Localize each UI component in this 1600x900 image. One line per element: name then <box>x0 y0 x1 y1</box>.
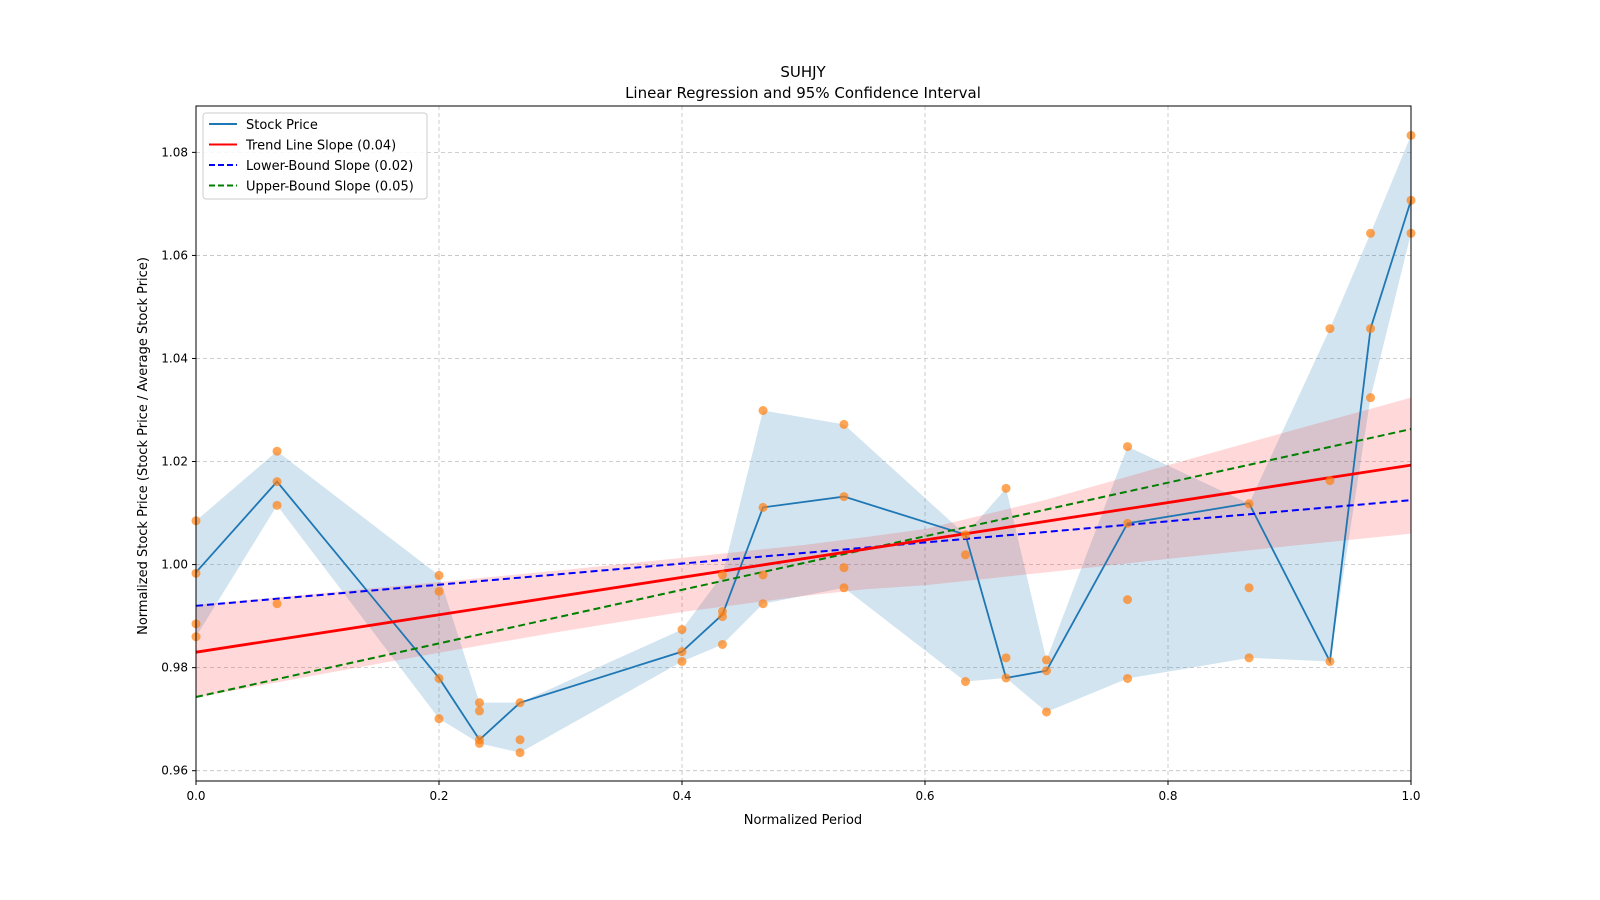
scatter-point <box>1123 518 1133 528</box>
chart-title: SUHJY <box>780 63 826 81</box>
y-tick-label: 1.06 <box>161 248 188 262</box>
scatter-point <box>1001 653 1011 663</box>
scatter-point <box>1244 499 1254 509</box>
scatter-point <box>1123 442 1133 452</box>
scatter-point <box>474 738 484 748</box>
scatter-point <box>1001 673 1011 683</box>
scatter-point <box>717 612 727 622</box>
scatter-point <box>758 599 768 609</box>
scatter-point <box>1123 673 1133 683</box>
scatter-point <box>758 502 768 512</box>
scatter-point <box>272 446 282 456</box>
y-tick-label: 1.02 <box>161 455 188 469</box>
trend-line <box>195 463 1412 654</box>
y-tick-label: 1.00 <box>161 558 188 572</box>
scatter-point <box>677 656 687 666</box>
scatter-point <box>717 570 727 580</box>
scatter-point <box>434 714 444 724</box>
trend-confidence-band <box>196 397 1411 698</box>
x-axis-label: Normalized Period <box>744 813 862 828</box>
chart-subtitle: Linear Regression and 95% Confidence Int… <box>625 84 981 102</box>
scatter-point <box>1244 583 1254 593</box>
scatter-point <box>434 570 444 580</box>
y-tick-label: 0.98 <box>161 661 188 675</box>
scatter-point <box>839 583 849 593</box>
y-tick-label: 1.04 <box>161 351 188 365</box>
scatter-point <box>1244 653 1254 663</box>
upper-bound-line <box>195 428 1412 698</box>
plot-frame <box>195 105 1412 782</box>
scatter-point <box>1001 483 1011 493</box>
scatter-point <box>434 586 444 596</box>
scatter-point <box>960 530 970 540</box>
scatter-point <box>1366 228 1376 238</box>
scatter-point <box>839 492 849 502</box>
scatter-point <box>839 563 849 573</box>
scatter-point <box>839 419 849 429</box>
scatter-point <box>1042 655 1051 665</box>
x-tick-label: 0.4 <box>672 789 691 803</box>
legend-label: Lower-Bound Slope (0.02) <box>246 159 413 174</box>
scatter-point <box>717 639 727 649</box>
x-tick-label: 0.8 <box>1158 789 1177 803</box>
x-tick-label: 0.6 <box>915 789 934 803</box>
scatter-point <box>515 735 525 745</box>
scatter-point <box>1042 707 1051 717</box>
y-tick-label: 1.08 <box>161 145 188 159</box>
scatter-point <box>434 673 444 683</box>
scatter-point <box>960 550 970 560</box>
scatter-point <box>677 625 687 635</box>
scatter-point <box>1325 476 1335 486</box>
scatter-point <box>677 647 687 657</box>
scatter-point <box>474 706 484 716</box>
scatter-point <box>1042 666 1051 676</box>
scatter-point <box>758 570 768 580</box>
scatter-point <box>272 599 282 609</box>
y-axis-label: Normalized Stock Price (Stock Price / Av… <box>136 257 151 635</box>
legend-label: Upper-Bound Slope (0.05) <box>246 180 414 195</box>
scatter-point <box>1366 324 1376 334</box>
legend: Stock Price Trend Line Slope (0.04) Lower-… <box>202 112 428 200</box>
stock-price-band <box>196 135 1411 753</box>
scatter-point <box>272 477 282 487</box>
scatter-point <box>515 748 525 758</box>
scatter-point <box>474 698 484 708</box>
scatter-point <box>960 677 970 687</box>
x-tick-label: 0.0 <box>186 789 205 803</box>
scatter-point <box>1123 595 1133 605</box>
scatter-point <box>1366 393 1376 403</box>
lower-bound-line <box>195 499 1412 607</box>
scatter-point <box>515 698 525 708</box>
scatter-point <box>758 406 768 416</box>
x-tick-label: 0.2 <box>429 789 448 803</box>
legend-label: Trend Line Slope (0.04) <box>245 139 396 154</box>
legend-label: Stock Price <box>246 118 318 133</box>
x-tick-label: 1.0 <box>1401 789 1420 803</box>
legend-box <box>202 112 428 200</box>
y-tick-label: 0.96 <box>161 764 188 778</box>
scatter-point <box>1325 324 1335 334</box>
scatter-point <box>1325 656 1335 666</box>
scatter-point <box>272 500 282 510</box>
